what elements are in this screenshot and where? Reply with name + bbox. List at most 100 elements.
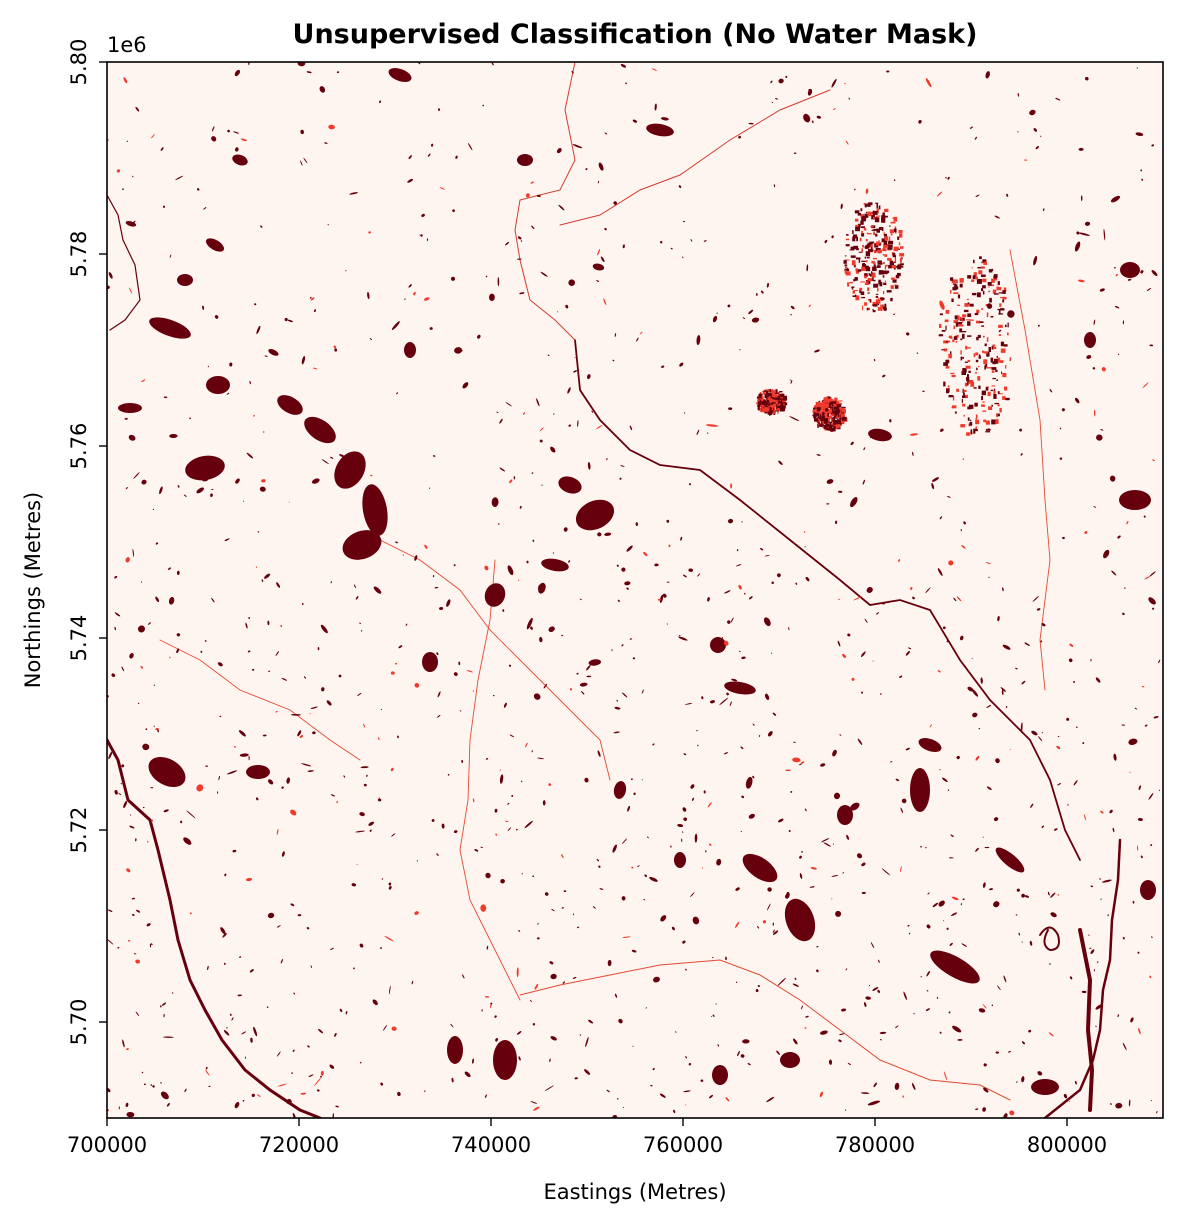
burn-scar-patch bbox=[1004, 386, 1008, 391]
water-speck bbox=[381, 878, 384, 880]
water-speck bbox=[351, 883, 357, 887]
burn-scar-patch bbox=[865, 239, 868, 242]
burn-scar-patch bbox=[985, 364, 988, 368]
burn-scar-patch bbox=[982, 278, 987, 283]
burn-scar-patch bbox=[832, 412, 834, 414]
water-speck bbox=[114, 626, 116, 631]
water-speck bbox=[757, 925, 760, 929]
water-speck bbox=[336, 71, 340, 74]
water-speck bbox=[764, 693, 770, 700]
water-speck bbox=[108, 272, 113, 279]
burn-scar-patch bbox=[988, 286, 990, 288]
water-speck bbox=[678, 636, 688, 641]
water-speck bbox=[1081, 990, 1087, 994]
water-speck bbox=[1015, 1081, 1018, 1083]
burn-scar-patch bbox=[996, 413, 1000, 417]
water-speck bbox=[246, 452, 254, 459]
burn-scar-patch bbox=[833, 411, 835, 415]
water-speck bbox=[1074, 241, 1081, 252]
water-speck bbox=[572, 976, 577, 979]
water-speck bbox=[908, 647, 912, 650]
water-speck bbox=[152, 1085, 155, 1088]
water-speck bbox=[604, 532, 612, 537]
water-speck bbox=[986, 303, 993, 309]
water-speck bbox=[980, 261, 983, 264]
burn-scar-patch bbox=[769, 410, 773, 416]
burn-scar-patch bbox=[997, 391, 1000, 395]
water-speck bbox=[1084, 531, 1088, 534]
water-speck bbox=[692, 797, 694, 801]
burn-scar-patch bbox=[967, 381, 969, 386]
water-speck bbox=[739, 349, 741, 351]
burn-scar-patch bbox=[892, 217, 895, 219]
water-speck bbox=[964, 665, 967, 668]
water-speck bbox=[189, 912, 192, 915]
water-speck bbox=[731, 678, 738, 682]
water-speck bbox=[621, 838, 628, 844]
burn-scar-patch bbox=[986, 312, 989, 318]
water-speck bbox=[462, 974, 465, 979]
water-speck bbox=[804, 1027, 807, 1029]
burn-scar-patch bbox=[965, 365, 971, 369]
water-speck bbox=[942, 626, 946, 630]
water-speck bbox=[450, 276, 456, 281]
water-speck bbox=[426, 238, 429, 241]
lake bbox=[646, 123, 674, 137]
burn-scar-patch bbox=[890, 221, 896, 224]
water-speck bbox=[1003, 975, 1007, 983]
water-speck bbox=[486, 945, 489, 950]
water-speck bbox=[1075, 726, 1078, 729]
water-speck bbox=[261, 579, 264, 582]
burn-scar-patch bbox=[881, 298, 885, 300]
water-speck bbox=[613, 201, 617, 205]
water-speck bbox=[131, 914, 135, 916]
water-speck bbox=[972, 712, 978, 718]
water-speck bbox=[730, 483, 733, 489]
water-speck bbox=[873, 1082, 877, 1088]
water-speck bbox=[660, 915, 667, 922]
burn-scar-patch bbox=[767, 392, 771, 396]
water-speck bbox=[831, 898, 833, 900]
burn-scar-patch bbox=[999, 308, 1005, 311]
water-speck bbox=[314, 309, 316, 313]
water-speck bbox=[841, 1008, 847, 1012]
water-speck bbox=[767, 731, 773, 737]
water-speck bbox=[860, 651, 866, 657]
burn-scar-patch bbox=[959, 283, 963, 288]
water-speck bbox=[220, 927, 226, 935]
water-speck bbox=[785, 1053, 792, 1061]
water-speck bbox=[612, 359, 615, 362]
water-speck bbox=[408, 284, 412, 288]
burn-scar-patch bbox=[976, 320, 981, 324]
water-speck bbox=[629, 425, 633, 431]
water-speck bbox=[211, 126, 215, 132]
water-speck bbox=[755, 989, 759, 993]
burn-scar-patch bbox=[950, 290, 952, 294]
water-speck bbox=[522, 412, 526, 415]
water-speck bbox=[978, 1008, 986, 1013]
water-speck bbox=[603, 298, 607, 306]
water-speck bbox=[707, 597, 710, 602]
water-speck bbox=[536, 398, 540, 407]
burn-scar-patch bbox=[834, 424, 837, 427]
water-speck bbox=[202, 478, 209, 482]
water-speck bbox=[532, 875, 535, 878]
burn-scar-patch bbox=[767, 410, 770, 415]
burn-scar-patch bbox=[977, 376, 981, 381]
burn-scar-patch bbox=[873, 279, 876, 282]
water-speck bbox=[682, 807, 687, 812]
water-speck bbox=[1016, 888, 1020, 892]
lake bbox=[517, 154, 533, 166]
burn-scar-patch bbox=[876, 265, 881, 268]
water-speck bbox=[908, 932, 911, 935]
burn-scar-patch bbox=[823, 404, 828, 409]
water-speck bbox=[872, 660, 874, 662]
water-speck bbox=[330, 581, 332, 584]
burn-scar-patch bbox=[899, 263, 904, 265]
water-speck bbox=[730, 617, 734, 623]
water-speck bbox=[122, 1039, 125, 1048]
water-speck bbox=[588, 1019, 594, 1024]
water-speck bbox=[509, 479, 513, 484]
burn-scar-patch bbox=[889, 262, 894, 265]
burn-scar-patch bbox=[894, 257, 896, 263]
